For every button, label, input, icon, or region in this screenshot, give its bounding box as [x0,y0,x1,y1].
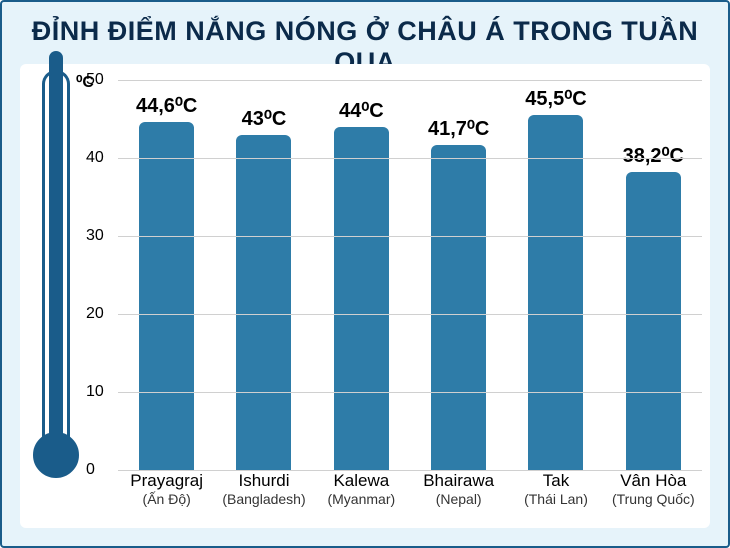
gridline [118,392,702,393]
bar-slot: 41,7⁰C [410,80,507,470]
bar [139,122,194,470]
thermometer-icon: ⁰C [28,70,110,478]
x-label: Prayagraj(Ấn Độ) [118,472,215,520]
x-label-city: Kalewa [313,472,410,491]
bar-value-label: 44,6⁰C [136,93,197,118]
x-label-country: (Bangladesh) [215,491,312,507]
x-label: Ishurdi(Bangladesh) [215,472,312,520]
gridline [118,236,702,237]
bar-value-label: 45,5⁰C [525,86,586,111]
ytick-label: 40 [86,149,104,167]
chart-frame: ĐỈNH ĐIỂM NẮNG NÓNG Ở CHÂU Á TRONG TUẦN … [0,0,730,548]
bars-container: 44,6⁰C 43⁰C 44⁰C 41,7⁰C 45,5⁰C 38,2⁰C [118,80,702,470]
bar [528,115,583,470]
ytick-label: 20 [86,305,104,323]
bar-value-label: 38,2⁰C [623,143,684,168]
x-label-city: Tak [507,472,604,491]
x-label: Kalewa(Myanmar) [313,472,410,520]
x-label-city: Ishurdi [215,472,312,491]
bar [431,145,486,470]
gridline [118,470,702,471]
chart-panel: 44,6⁰C 43⁰C 44⁰C 41,7⁰C 45,5⁰C 38,2⁰C ⁰C Pray… [20,64,710,528]
x-label: Vân Hòa(Trung Quốc) [605,472,702,520]
thermometer-fill [49,51,63,458]
x-label: Tak(Thái Lan) [507,472,604,520]
bar [334,127,389,470]
x-axis-labels: Prayagraj(Ấn Độ)Ishurdi(Bangladesh)Kalew… [118,472,702,520]
x-label-country: (Trung Quốc) [605,491,702,507]
bar [236,135,291,470]
bar-slot: 43⁰C [215,80,312,470]
x-label-city: Prayagraj [118,472,215,491]
x-label-country: (Myanmar) [313,491,410,507]
x-label-city: Bhairawa [410,472,507,491]
gridline [118,80,702,81]
gridline [118,158,702,159]
bar-value-label: 44⁰C [339,98,384,123]
gridline [118,314,702,315]
x-label: Bhairawa(Nepal) [410,472,507,520]
ytick-label: 0 [86,461,95,479]
bar-value-label: 43⁰C [242,106,287,131]
bar [626,172,681,470]
bar-slot: 44⁰C [313,80,410,470]
ytick-label: 30 [86,227,104,245]
x-label-country: (Thái Lan) [507,491,604,507]
plot-area: 44,6⁰C 43⁰C 44⁰C 41,7⁰C 45,5⁰C 38,2⁰C [118,80,702,470]
bar-slot: 45,5⁰C [507,80,604,470]
bar-slot: 38,2⁰C [605,80,702,470]
chart-inner: 44,6⁰C 43⁰C 44⁰C 41,7⁰C 45,5⁰C 38,2⁰C ⁰C Pray… [20,64,710,528]
x-label-city: Vân Hòa [605,472,702,491]
x-label-country: (Ấn Độ) [118,491,215,507]
x-label-country: (Nepal) [410,491,507,507]
bar-value-label: 41,7⁰C [428,116,489,141]
thermometer-bulb [33,432,79,478]
bar-slot: 44,6⁰C [118,80,215,470]
ytick-label: 10 [86,383,104,401]
ytick-label: 50 [86,71,104,89]
